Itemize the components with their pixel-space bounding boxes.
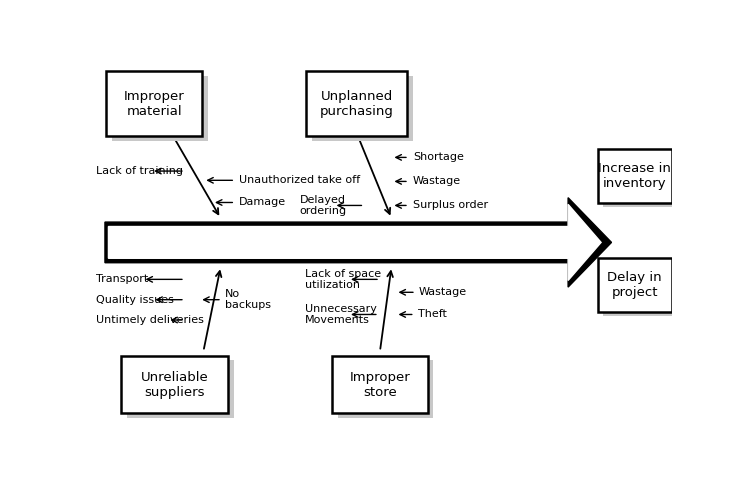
FancyBboxPatch shape bbox=[604, 263, 678, 316]
Text: Lack of training: Lack of training bbox=[96, 166, 183, 176]
Text: Surplus order: Surplus order bbox=[413, 201, 488, 210]
Text: Untimely deliveries: Untimely deliveries bbox=[96, 315, 204, 325]
FancyBboxPatch shape bbox=[598, 149, 672, 203]
Text: Wastage: Wastage bbox=[413, 177, 461, 186]
Text: Wastage: Wastage bbox=[419, 288, 467, 297]
FancyBboxPatch shape bbox=[112, 76, 208, 141]
Text: Delayed
ordering: Delayed ordering bbox=[299, 195, 346, 216]
Polygon shape bbox=[108, 204, 601, 280]
FancyBboxPatch shape bbox=[338, 360, 433, 418]
FancyBboxPatch shape bbox=[332, 356, 428, 413]
Text: Delay in
project: Delay in project bbox=[607, 271, 662, 299]
FancyBboxPatch shape bbox=[121, 356, 228, 413]
Text: Increase in
inventory: Increase in inventory bbox=[598, 162, 671, 190]
Text: Quality issues: Quality issues bbox=[96, 295, 174, 305]
Text: Improper
material: Improper material bbox=[124, 90, 185, 118]
FancyBboxPatch shape bbox=[306, 72, 407, 136]
FancyBboxPatch shape bbox=[598, 258, 672, 312]
Text: Unnecessary
Movements: Unnecessary Movements bbox=[305, 304, 376, 325]
FancyBboxPatch shape bbox=[312, 76, 413, 141]
Text: Unplanned
purchasing: Unplanned purchasing bbox=[320, 90, 394, 118]
Text: Unauthorized take off: Unauthorized take off bbox=[239, 175, 360, 185]
Text: Lack of space
utilization: Lack of space utilization bbox=[305, 269, 381, 290]
Text: Theft: Theft bbox=[418, 310, 447, 320]
Text: Shortage: Shortage bbox=[413, 152, 464, 162]
Text: Unreliable
suppliers: Unreliable suppliers bbox=[140, 371, 208, 399]
FancyBboxPatch shape bbox=[127, 360, 234, 418]
FancyBboxPatch shape bbox=[604, 154, 678, 207]
Text: Damage: Damage bbox=[239, 197, 286, 207]
Text: No
backups: No backups bbox=[226, 289, 271, 311]
Text: Transport: Transport bbox=[96, 275, 149, 284]
Polygon shape bbox=[105, 198, 612, 287]
Text: Improper
store: Improper store bbox=[350, 371, 410, 399]
FancyBboxPatch shape bbox=[106, 72, 202, 136]
